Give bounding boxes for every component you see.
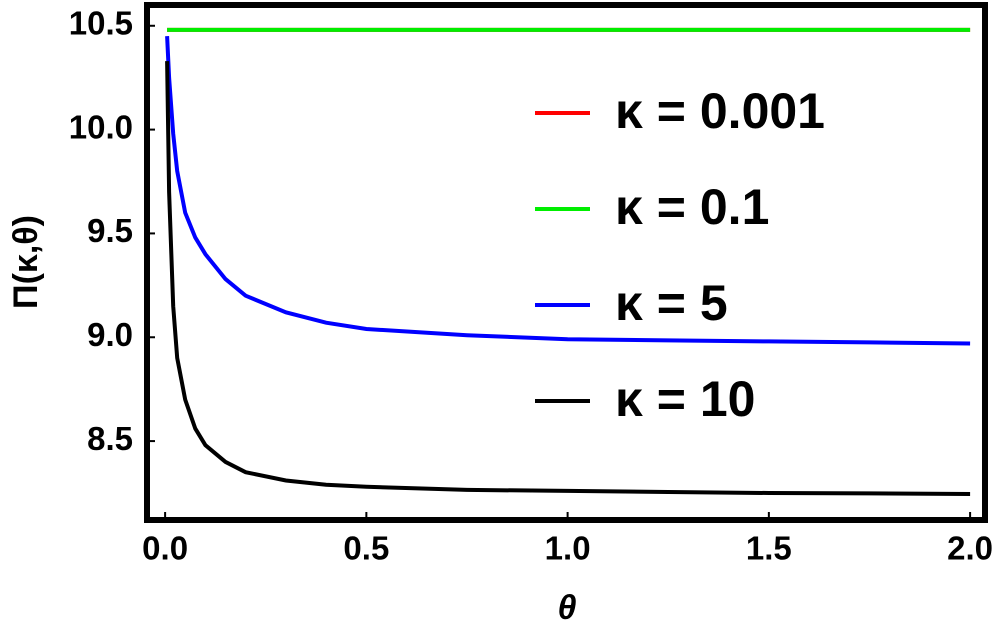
x-tick-label: 1.5	[746, 530, 792, 567]
y-axis-label: Π(κ,θ)	[7, 215, 45, 309]
series-line	[165, 36, 971, 346]
x-axis-label: θ	[558, 589, 577, 627]
y-tick-label: 9.0	[87, 316, 133, 353]
legend-label: κ = 5	[615, 275, 728, 331]
legend-label: κ = 10	[615, 371, 755, 427]
y-tick-label: 8.5	[87, 420, 133, 457]
x-tick-label: 0.0	[142, 530, 188, 567]
y-tick-label: 10.5	[69, 4, 133, 41]
series-line	[165, 61, 971, 496]
y-tick-label: 10.0	[69, 108, 133, 145]
plot-frame	[144, 2, 988, 523]
x-tick-label: 1.0	[545, 530, 591, 567]
y-tick-label: 9.5	[87, 212, 133, 249]
x-tick-label: 0.5	[343, 530, 389, 567]
x-tick-label: 2.0	[947, 530, 993, 567]
legend-label: κ = 0.001	[615, 83, 825, 139]
legend-label: κ = 0.1	[615, 179, 769, 235]
